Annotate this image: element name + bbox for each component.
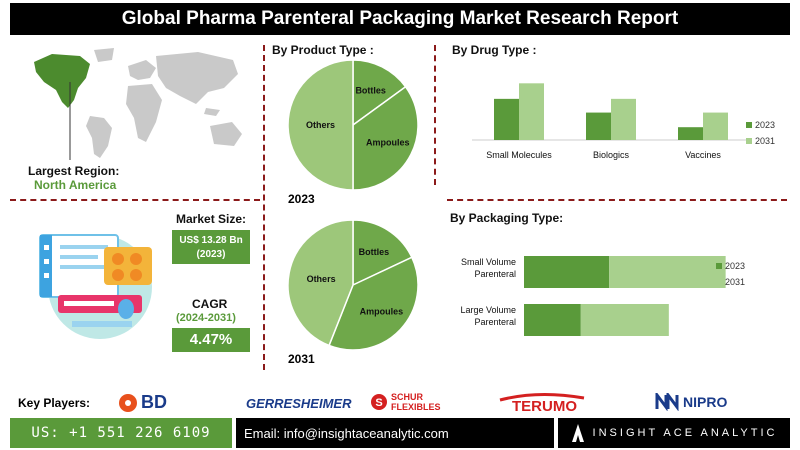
drug-category-vaccines: Vaccines bbox=[685, 150, 721, 160]
drug-bar-biologics-2031 bbox=[611, 98, 636, 140]
drug-category-biologics: Biologics bbox=[593, 150, 630, 160]
market-size-box: US$ 13.28 Bn (2023) bbox=[172, 230, 250, 264]
pie-2023-slice-bottles bbox=[352, 59, 407, 127]
pie-2023-label-others: Others bbox=[306, 120, 335, 130]
pie-2031-slice-others bbox=[287, 219, 354, 347]
pie-2031-label-ampoules: Ampoules bbox=[360, 307, 404, 317]
report-title: Global Pharma Parenteral Packaging Marke… bbox=[10, 3, 790, 35]
brand-logo-icon bbox=[571, 424, 584, 442]
drug-legend-label-2031: 2031 bbox=[755, 136, 775, 146]
pie-2023-slice-others bbox=[287, 59, 354, 191]
pie-2031-year-label: 2031 bbox=[288, 352, 315, 366]
pack-bar-large-volume-parenteral-2023 bbox=[524, 304, 581, 336]
drug-legend-swatch-2031 bbox=[746, 138, 752, 144]
player-bd-logo: BD bbox=[118, 392, 167, 413]
pack-bar-small-volume-parenteral-2023 bbox=[524, 256, 610, 288]
cagr-label: CAGR bbox=[192, 297, 228, 311]
schur-s-icon: S bbox=[371, 394, 387, 410]
pie-2023-label-bottles: Bottles bbox=[355, 85, 386, 95]
divider-right-top bbox=[434, 45, 436, 185]
brand-footer: INSIGHT ACE ANALYTIC bbox=[558, 418, 790, 448]
drug-bar-biologics-2023 bbox=[586, 112, 611, 140]
player-schur-logo: S SCHUR FLEXIBLES bbox=[370, 392, 441, 412]
drug-bar-vaccines-2031 bbox=[703, 112, 728, 140]
divider-left bbox=[263, 45, 265, 370]
pack-bar-large-volume-parenteral-2031 bbox=[580, 304, 669, 336]
pack-category-small-volume-parenteral: Small Volume Parenteral bbox=[461, 257, 516, 279]
player-gerresheimer-name: GERRESHEIMER bbox=[246, 396, 352, 411]
player-terumo-logo bbox=[498, 390, 588, 419]
pie-2023-year-label: 2023 bbox=[288, 192, 315, 206]
player-bd-name: BD bbox=[141, 392, 167, 412]
packaging-type-bar-chart: Small Volume Parenteral Large Volume Parent… bbox=[460, 256, 745, 336]
player-terumo-name: TERUMO bbox=[512, 398, 577, 415]
drug-bar-vaccines-2023 bbox=[678, 127, 703, 140]
pie-2031-label-bottles: Bottles bbox=[359, 247, 390, 257]
player-nipro-logo: NIPRO bbox=[655, 393, 727, 411]
divider-left-h bbox=[10, 199, 260, 201]
drug-type-bar-chart: Small Molecules Biologics Vaccines 2023 2031 bbox=[472, 83, 775, 160]
market-size-label: Market Size: bbox=[176, 212, 247, 226]
pack-legend-label-2031: 2031 bbox=[725, 277, 745, 287]
cagr-period: (2024-2031) bbox=[176, 312, 236, 324]
packaging-type-title: By Packaging Type: bbox=[450, 211, 564, 225]
drug-bar-small-molecules-2031 bbox=[519, 83, 544, 140]
divider-right-h bbox=[447, 199, 787, 201]
product-type-pie-2031: Bottles Ampoules Others bbox=[287, 219, 419, 351]
pack-category-large-volume-parenteral: Large Volume Parenteral bbox=[460, 305, 516, 327]
player-schur-name: SCHUR FLEXIBLES bbox=[391, 392, 441, 412]
brand-name: INSIGHT ACE ANALYTIC bbox=[592, 427, 778, 439]
largest-region-value: North America bbox=[34, 178, 117, 192]
drug-legend-swatch-2023 bbox=[746, 122, 752, 128]
player-nipro-name: NIPRO bbox=[683, 394, 728, 410]
pack-bar-small-volume-parenteral-2031 bbox=[609, 256, 726, 288]
largest-region-label: Largest Region: bbox=[28, 164, 120, 178]
drug-type-title: By Drug Type : bbox=[452, 43, 537, 57]
pie-2031-slice-ampoules bbox=[328, 256, 419, 351]
dashboard-illustration-icon bbox=[39, 234, 152, 339]
pie-2031-slice-bottles bbox=[352, 219, 413, 287]
email-contact[interactable]: Email: info@insightaceanalytic.com bbox=[236, 418, 554, 448]
pie-2023-label-ampoules: Ampoules bbox=[366, 138, 410, 148]
svg-text:S: S bbox=[375, 397, 382, 409]
pie-2023-slice-ampoules bbox=[352, 85, 419, 191]
phone-contact[interactable]: US: +1 551 226 6109 bbox=[10, 418, 232, 448]
product-type-title: By Product Type : bbox=[272, 43, 374, 57]
world-map-icon bbox=[34, 48, 242, 160]
pack-legend-label-2023: 2023 bbox=[725, 261, 745, 271]
drug-bar-small-molecules-2023 bbox=[494, 98, 519, 140]
market-size-year: (2023) bbox=[196, 249, 226, 260]
market-size-value: US$ 13.28 Bn bbox=[179, 235, 243, 246]
drug-legend-label-2023: 2023 bbox=[755, 120, 775, 130]
pack-legend-swatch-2023 bbox=[716, 263, 722, 269]
nipro-n-icon bbox=[655, 393, 679, 411]
pie-2031-label-others: Others bbox=[307, 274, 336, 284]
key-players-label: Key Players: bbox=[18, 396, 91, 410]
cagr-value: 4.47% bbox=[172, 328, 250, 352]
product-type-pie-2023: Bottles Ampoules Others bbox=[287, 59, 419, 191]
terumo-swoosh-icon bbox=[499, 392, 585, 402]
bd-star-icon bbox=[119, 393, 137, 412]
pack-legend-swatch-2031 bbox=[716, 279, 722, 285]
drug-category-small-molecules: Small Molecules bbox=[486, 150, 552, 160]
